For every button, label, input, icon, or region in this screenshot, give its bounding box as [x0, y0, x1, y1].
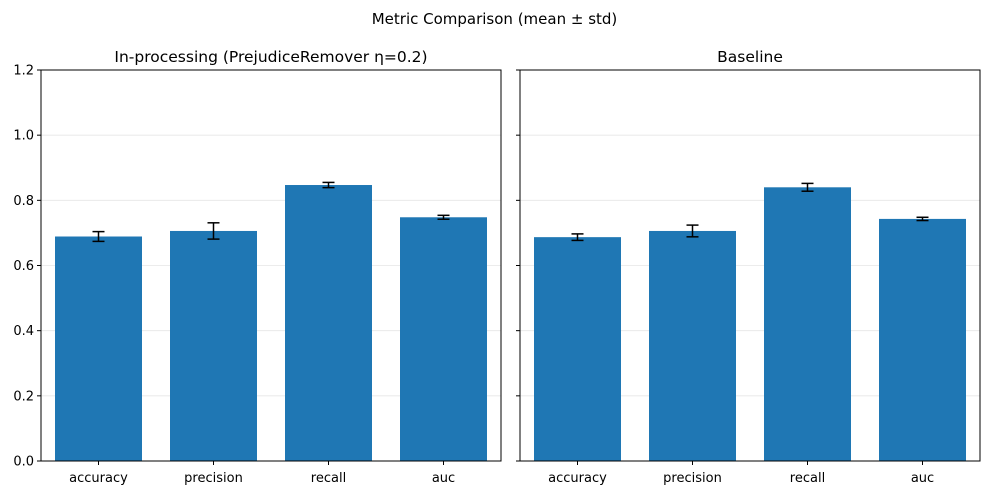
x-tick-label-recall: recall [311, 471, 346, 486]
y-tick-label: 0.2 [13, 389, 34, 404]
axes-frame [40, 69, 502, 462]
panel-title: Baseline [717, 48, 783, 66]
chart-panel-1: accuracy precision recall auc 0.0 0.2 0.4 0.6 0.… [13, 48, 502, 486]
y-tick-label: 0.4 [13, 324, 34, 339]
axes-frame [519, 69, 981, 462]
error-bar-auc [916, 216, 929, 222]
bar-recall [285, 185, 372, 461]
error-bar-auc [437, 214, 450, 220]
y-tick-label: 1.0 [13, 129, 34, 144]
bar-precision [170, 230, 257, 461]
chart-panel-2: accuracy precision recall auc Baseline [516, 48, 981, 486]
error-bar-recall [322, 181, 335, 189]
bar-accuracy [534, 237, 621, 461]
bar-auc [400, 217, 487, 461]
bar-recall [764, 187, 851, 462]
y-tick-label: 0.8 [13, 194, 34, 209]
x-tick-label-precision: precision [184, 471, 243, 486]
x-tick-label-auc: auc [911, 471, 934, 486]
bar-accuracy [55, 236, 142, 461]
figure-suptitle: Metric Comparison (mean ± std) [372, 10, 618, 28]
error-bar-precision [686, 224, 699, 238]
y-tick-label: 1.2 [13, 64, 34, 79]
y-tick-label: 0.0 [13, 455, 34, 470]
x-tick-label-auc: auc [432, 471, 455, 486]
error-bar-accuracy [571, 233, 584, 242]
x-tick-label-recall: recall [790, 471, 825, 486]
error-bar-recall [801, 182, 814, 192]
x-tick-label-accuracy: accuracy [548, 471, 607, 486]
y-tick-label: 0.6 [13, 259, 34, 274]
bar-auc [879, 218, 966, 461]
panel-title: In-processing (PrejudiceRemover η=0.2) [114, 48, 427, 66]
error-bar-precision [207, 222, 220, 240]
bar-precision [649, 230, 736, 461]
x-tick-label-precision: precision [663, 471, 722, 486]
x-tick-label-accuracy: accuracy [69, 471, 128, 486]
error-bar-accuracy [92, 230, 105, 243]
